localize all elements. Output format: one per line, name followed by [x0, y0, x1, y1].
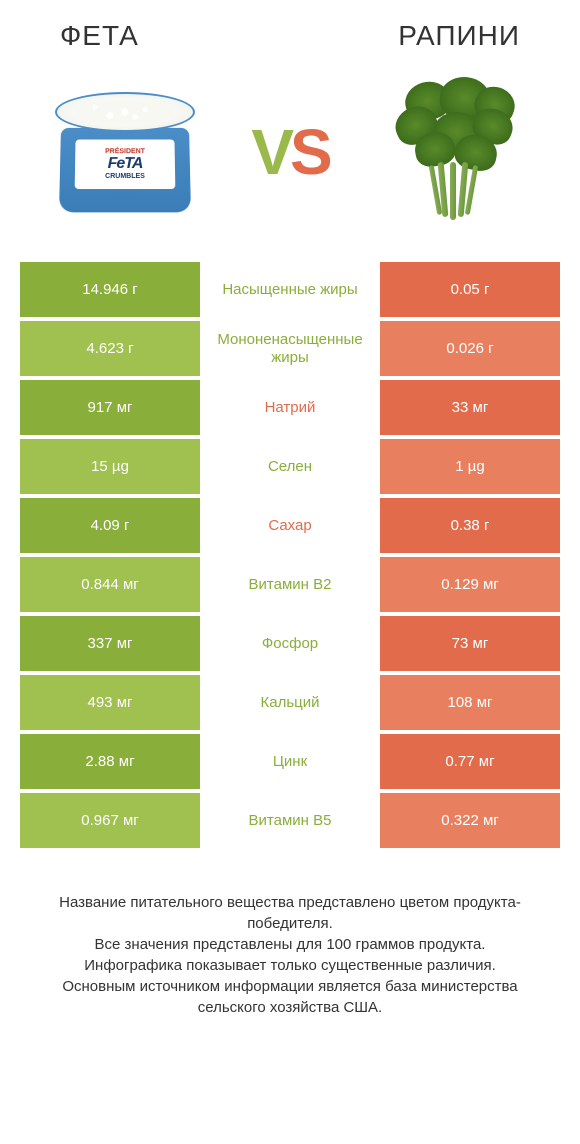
- left-value-cell: 15 µg: [20, 439, 200, 494]
- table-row: 4.623 гМононенасыщенные жиры0.026 г: [20, 321, 560, 376]
- right-value-cell: 0.77 мг: [380, 734, 560, 789]
- left-value-cell: 0.844 мг: [20, 557, 200, 612]
- feta-tub-icon: PRÉSIDENT FeTA CRUMBLES: [50, 92, 200, 212]
- nutrient-label-cell: Сахар: [200, 498, 380, 553]
- nutrient-label-cell: Фосфор: [200, 616, 380, 671]
- nutrient-label-cell: Мононенасыщенные жиры: [200, 321, 380, 376]
- nutrient-label-cell: Кальций: [200, 675, 380, 730]
- vs-label: VS: [251, 115, 328, 189]
- left-value-cell: 4.09 г: [20, 498, 200, 553]
- table-row: 0.967 мгВитамин B50.322 мг: [20, 793, 560, 848]
- table-row: 14.946 гНасыщенные жиры0.05 г: [20, 262, 560, 317]
- right-value-cell: 0.129 мг: [380, 557, 560, 612]
- nutrient-label-cell: Натрий: [200, 380, 380, 435]
- footer-disclaimer: Название питательного вещества представл…: [0, 852, 580, 1018]
- right-value-cell: 0.38 г: [380, 498, 560, 553]
- nutrient-label-cell: Цинк: [200, 734, 380, 789]
- table-row: 4.09 гСахар0.38 г: [20, 498, 560, 553]
- table-row: 337 мгФосфор73 мг: [20, 616, 560, 671]
- right-value-cell: 1 µg: [380, 439, 560, 494]
- table-row: 2.88 мгЦинк0.77 мг: [20, 734, 560, 789]
- nutrient-label-cell: Насыщенные жиры: [200, 262, 380, 317]
- left-value-cell: 337 мг: [20, 616, 200, 671]
- table-row: 15 µgСелен1 µg: [20, 439, 560, 494]
- right-product-image: [370, 77, 540, 227]
- table-row: 0.844 мгВитамин B20.129 мг: [20, 557, 560, 612]
- right-product-title: РАПИНИ: [398, 20, 520, 52]
- table-row: 917 мгНатрий33 мг: [20, 380, 560, 435]
- table-row: 493 мгКальций108 мг: [20, 675, 560, 730]
- right-value-cell: 0.026 г: [380, 321, 560, 376]
- left-value-cell: 2.88 мг: [20, 734, 200, 789]
- left-value-cell: 0.967 мг: [20, 793, 200, 848]
- left-product-title: ФЕТА: [60, 20, 139, 52]
- left-value-cell: 493 мг: [20, 675, 200, 730]
- left-product-image: PRÉSIDENT FeTA CRUMBLES: [40, 77, 210, 227]
- right-value-cell: 73 мг: [380, 616, 560, 671]
- vs-v: V: [251, 116, 290, 188]
- right-value-cell: 108 мг: [380, 675, 560, 730]
- left-value-cell: 4.623 г: [20, 321, 200, 376]
- right-value-cell: 0.05 г: [380, 262, 560, 317]
- right-value-cell: 0.322 мг: [380, 793, 560, 848]
- comparison-table: 14.946 гНасыщенные жиры0.05 г4.623 гМоно…: [20, 262, 560, 848]
- nutrient-label-cell: Витамин B5: [200, 793, 380, 848]
- left-value-cell: 14.946 г: [20, 262, 200, 317]
- nutrient-label-cell: Витамин B2: [200, 557, 380, 612]
- left-value-cell: 917 мг: [20, 380, 200, 435]
- rapini-icon: [385, 77, 525, 227]
- right-value-cell: 33 мг: [380, 380, 560, 435]
- nutrient-label-cell: Селен: [200, 439, 380, 494]
- vs-s: S: [290, 116, 329, 188]
